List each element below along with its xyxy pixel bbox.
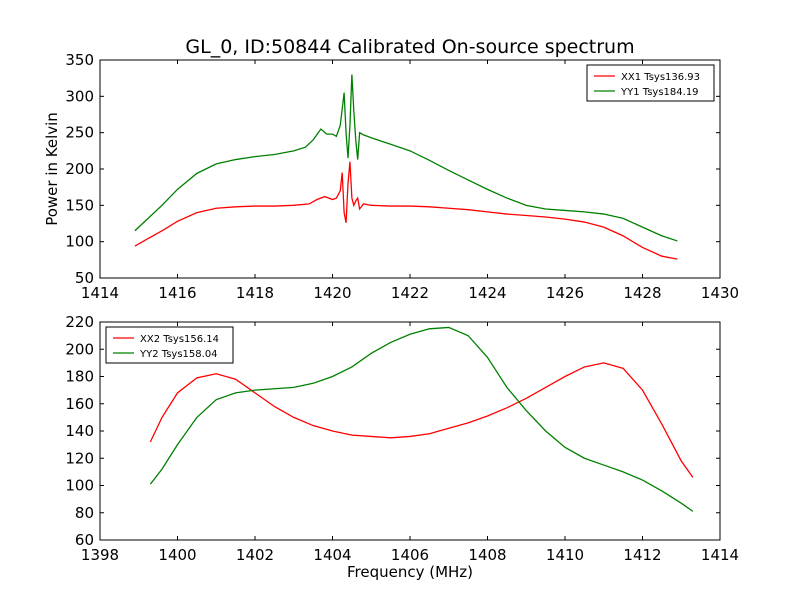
- y-tick-label: 220: [65, 313, 94, 331]
- x-tick-label: 1398: [81, 546, 119, 564]
- legend-box: [105, 326, 234, 364]
- y-tick-label: 150: [65, 196, 94, 214]
- y-tick-label: 180: [65, 368, 94, 386]
- series-line-1: [134, 161, 678, 260]
- y-tick-label: 60: [75, 531, 94, 549]
- y-tick-label: 300: [65, 87, 94, 105]
- x-tick-label: 1422: [391, 284, 429, 302]
- legend-label-2: YY1 Tsys184.19: [620, 87, 699, 98]
- legend-label-2: YY2 Tsys158.04: [139, 349, 218, 360]
- x-tick-label: 1408: [468, 546, 506, 564]
- y-tick-label: 80: [75, 504, 94, 522]
- legend-label-1: XX2 Tsys156.14: [140, 334, 219, 345]
- legend-label-1: XX1 Tsys136.93: [621, 72, 700, 83]
- x-tick-label: 1406: [391, 546, 429, 564]
- series-line-1: [149, 362, 694, 478]
- y-tick-label: 250: [65, 124, 94, 142]
- figure-title: GL_0, ID:50844 Calibrated On-source spec…: [185, 36, 634, 58]
- y-tick-label: 140: [65, 422, 94, 440]
- x-tick-label: 1420: [313, 284, 351, 302]
- y-tick-label: 50: [75, 269, 94, 287]
- series-line-2: [134, 74, 678, 242]
- x-tick-label: 1404: [313, 546, 351, 564]
- y-tick-label: 120: [65, 449, 94, 467]
- legend: XX2 Tsys156.14 YY2 Tsys158.04: [105, 326, 234, 364]
- x-tick-label: 1428: [623, 284, 661, 302]
- y-axis-label: Power in Kelvin: [43, 112, 61, 226]
- x-tick-label: 1430: [701, 284, 739, 302]
- bottom-spectrum-panel: 1398 1400 1402 1404 1406 1408 1410 1412 1414 60 80…: [65, 313, 739, 564]
- x-tick-label: 1416: [158, 284, 196, 302]
- series-line-2: [149, 326, 694, 512]
- x-tick-label: 1410: [546, 546, 584, 564]
- x-tick-label: 1426: [546, 284, 584, 302]
- top-spectrum-panel: 1414 1416 1418 1420 1422 1424 1426 1428 1430 50 10…: [65, 51, 739, 302]
- y-tick-label: 350: [65, 51, 94, 69]
- y-tick-label: 100: [65, 477, 94, 495]
- x-tick-label: 1414: [701, 546, 739, 564]
- x-tick-label: 1412: [623, 546, 661, 564]
- x-axis-label: Frequency (MHz): [347, 563, 473, 581]
- x-tick-label: 1414: [81, 284, 119, 302]
- x-tick-label: 1418: [236, 284, 274, 302]
- y-tick-label: 160: [65, 395, 94, 413]
- x-tick-label: 1402: [236, 546, 274, 564]
- x-tick-label: 1424: [468, 284, 506, 302]
- legend-box: [586, 64, 715, 102]
- y-tick-label: 100: [65, 233, 94, 251]
- x-tick-label: 1400: [158, 546, 196, 564]
- legend: XX1 Tsys136.93 YY1 Tsys184.19: [586, 64, 715, 102]
- y-tick-label: 200: [65, 340, 94, 358]
- y-tick-label: 200: [65, 160, 94, 178]
